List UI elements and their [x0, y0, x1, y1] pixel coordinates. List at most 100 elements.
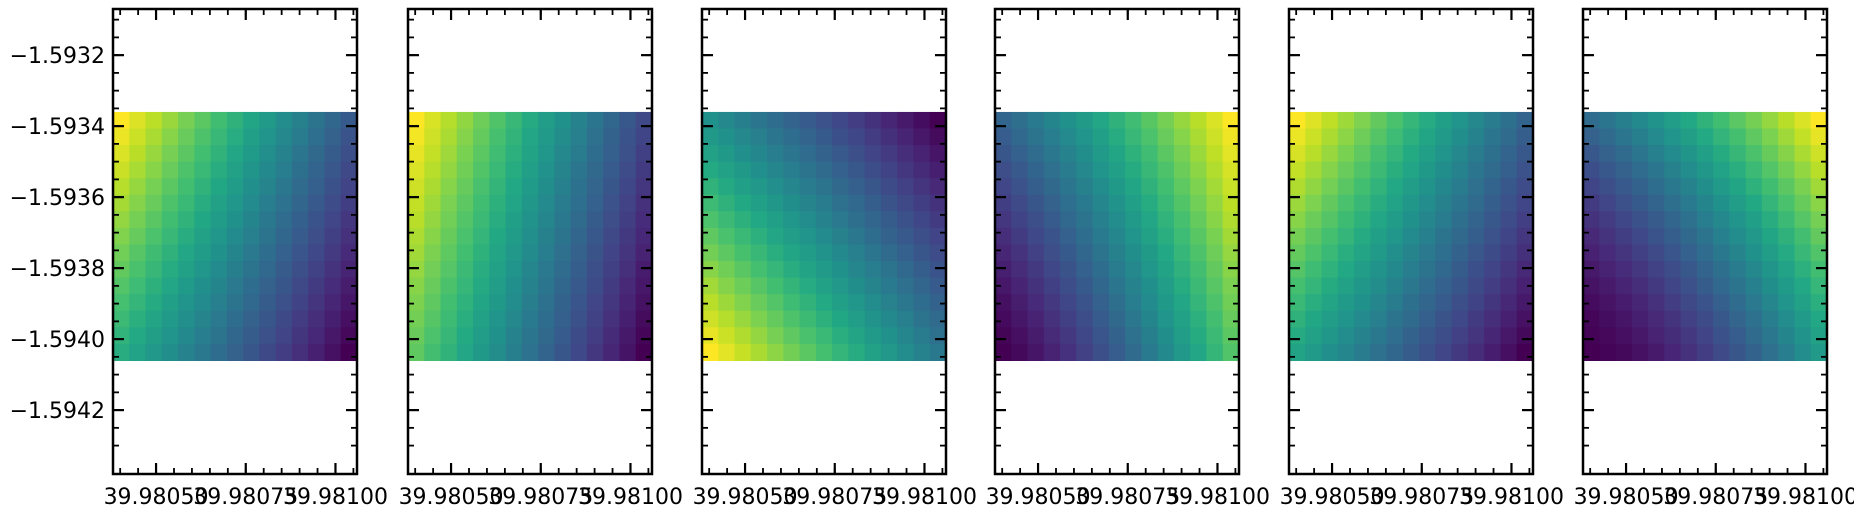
- heatmap-cell: [243, 343, 260, 362]
- heatmap-cell: [473, 128, 490, 146]
- heatmap-cell: [1516, 277, 1534, 295]
- heatmap-cell: [1648, 178, 1665, 196]
- heatmap-cell: [1435, 294, 1453, 312]
- heatmap-cell: [243, 310, 260, 328]
- heatmap-cell: [1745, 310, 1763, 328]
- heatmap-cell: [1321, 310, 1339, 328]
- heatmap-cell: [1599, 194, 1617, 212]
- heatmap-cell: [815, 211, 833, 229]
- heatmap-cell: [586, 294, 604, 312]
- heatmap-cell: [291, 194, 309, 212]
- heatmap-cell: [243, 327, 260, 345]
- heatmap-cell: [783, 211, 801, 229]
- heatmap-cell: [1141, 145, 1159, 163]
- heatmap-cell: [702, 327, 719, 345]
- heatmap-cell: [1402, 244, 1420, 262]
- heatmap-cell: [473, 145, 490, 163]
- heatmap-cell: [291, 161, 309, 179]
- heatmap-cell: [635, 145, 653, 163]
- heatmap-cell: [1484, 111, 1502, 130]
- heatmap-cell: [1648, 161, 1665, 179]
- heatmap-cell: [1451, 244, 1469, 262]
- heatmap-cell: [243, 277, 260, 295]
- heatmap-cell: [308, 211, 326, 229]
- heatmap-cell: [291, 261, 309, 279]
- heatmap-cell: [767, 227, 784, 246]
- heatmap-cell: [1680, 178, 1698, 196]
- heatmap-cell: [848, 211, 866, 229]
- heatmap-cell: [308, 111, 326, 130]
- heatmap-cell: [408, 194, 425, 212]
- heatmap-cell: [734, 277, 752, 295]
- heatmap-cell: [1222, 227, 1240, 246]
- heatmap-cell: [799, 277, 817, 295]
- heatmap-cell: [1060, 310, 1077, 328]
- heatmap-cell: [1289, 294, 1306, 312]
- heatmap-cell: [1386, 145, 1404, 163]
- heatmap-cell: [1516, 343, 1534, 362]
- heatmap-cell: [505, 343, 523, 362]
- heatmap-cell: [1435, 161, 1453, 179]
- heatmap-cell: [929, 161, 947, 179]
- x-tick-label: 39.98100: [872, 485, 977, 510]
- heatmap-cell: [1696, 161, 1714, 179]
- heatmap-cell: [1043, 178, 1061, 196]
- heatmap-cell: [1500, 327, 1518, 345]
- heatmap-cell: [929, 145, 947, 163]
- heatmap-cell: [1615, 161, 1633, 179]
- heatmap-cell: [275, 211, 293, 229]
- heatmap-cell: [1305, 145, 1323, 163]
- heatmap-cell: [913, 294, 931, 312]
- heatmap-cell: [521, 128, 539, 146]
- heatmap-cell: [129, 261, 147, 279]
- heatmap-cell: [799, 327, 817, 345]
- heatmap-cell: [226, 343, 244, 362]
- heatmap-cell: [129, 194, 147, 212]
- heatmap-cell: [1370, 343, 1388, 362]
- heatmap-cell: [456, 277, 474, 295]
- heatmap-cell: [456, 211, 474, 229]
- heatmap-cell: [1370, 194, 1388, 212]
- heatmap-cell: [1011, 294, 1029, 312]
- heatmap-cell: [1761, 128, 1779, 146]
- heatmap-cell: [848, 227, 866, 246]
- heatmap-cell: [259, 194, 277, 212]
- heatmap-cell: [1027, 211, 1045, 229]
- heatmap-cell: [815, 111, 833, 130]
- heatmap-cell: [767, 277, 784, 295]
- heatmap-cell: [145, 227, 163, 246]
- heatmap-cell: [1516, 261, 1534, 279]
- x-tick-label: 39.98075: [1075, 485, 1180, 510]
- heatmap-cell: [1305, 294, 1323, 312]
- heatmap-cell: [1745, 178, 1763, 196]
- heatmap-cell: [178, 244, 195, 262]
- heatmap-cell: [1615, 343, 1633, 362]
- heatmap-cell: [1484, 161, 1502, 179]
- heatmap-cell: [1648, 261, 1665, 279]
- heatmap-cell: [1631, 327, 1649, 345]
- heatmap-cell: [1402, 327, 1420, 345]
- heatmap-cell: [1060, 128, 1077, 146]
- heatmap-cell: [848, 343, 866, 362]
- heatmap-cell: [259, 178, 277, 196]
- heatmap-cell: [194, 277, 212, 295]
- heatmap-cell: [1222, 211, 1240, 229]
- heatmap-cell: [1222, 128, 1240, 146]
- heatmap-cell: [1402, 261, 1420, 279]
- heatmap-cell: [408, 128, 425, 146]
- heatmap-cell: [1370, 111, 1388, 130]
- heatmap-cell: [456, 161, 474, 179]
- heatmap-cell: [145, 277, 163, 295]
- heatmap-cell: [243, 261, 260, 279]
- heatmap-cell: [1402, 145, 1420, 163]
- heatmap-cell: [521, 111, 539, 130]
- heatmap-cell: [1680, 244, 1698, 262]
- heatmap-cell: [1027, 128, 1045, 146]
- heatmap-cell: [210, 310, 228, 328]
- heatmap-cell: [113, 294, 130, 312]
- heatmap-cell: [1206, 261, 1224, 279]
- heatmap-cell: [259, 343, 277, 362]
- heatmap-cell: [815, 194, 833, 212]
- heatmap-cell: [750, 294, 768, 312]
- heatmap-cell: [521, 261, 539, 279]
